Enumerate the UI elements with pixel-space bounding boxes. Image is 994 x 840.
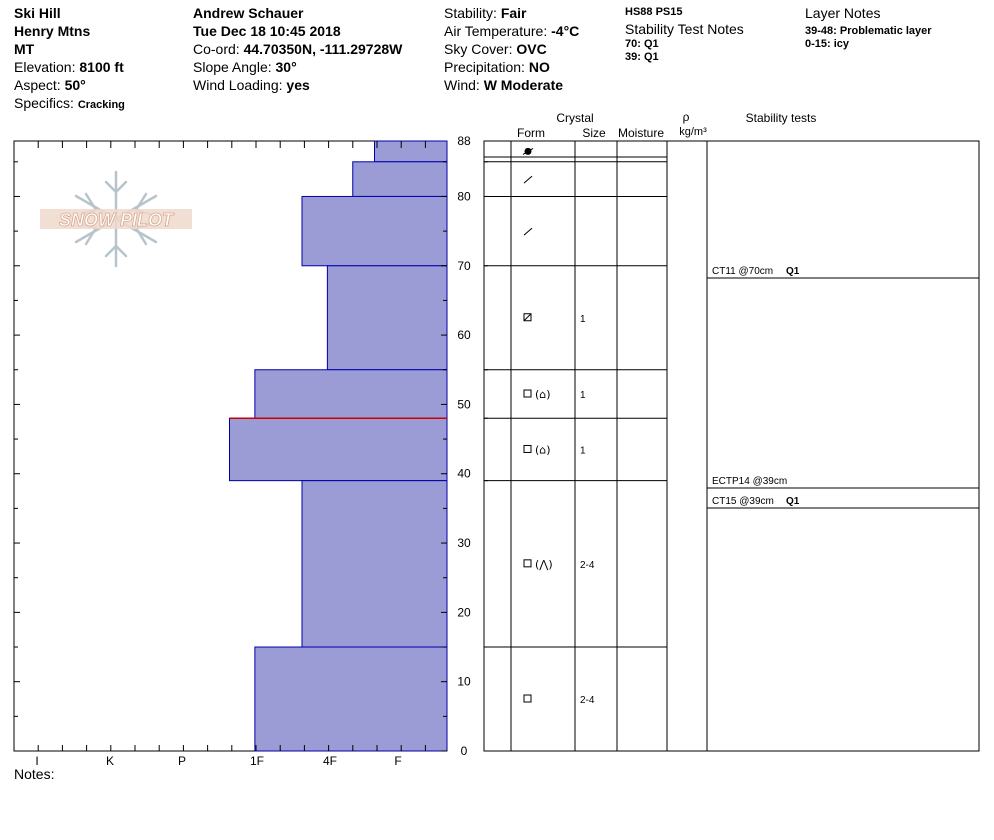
- crystal-form-label: (⌂): [535, 443, 551, 456]
- crystal-form-icon: [523, 559, 532, 568]
- observer-block: Andrew Schauer Tue Dec 18 10:45 2018 Co-…: [193, 4, 402, 94]
- hardness-bar: [352, 161, 448, 197]
- location-name: Ski Hill: [14, 5, 61, 21]
- hardness-tick-label: 4F: [323, 754, 337, 768]
- stability-tests-header: Stability tests: [746, 111, 817, 125]
- coord-value: 44.70350N, -111.29728W: [243, 41, 403, 57]
- hardness-bar: [229, 417, 448, 482]
- height-tick-label: 40: [457, 467, 471, 481]
- crystal-header: Crystal: [556, 111, 593, 125]
- crystal-size: 1: [580, 445, 586, 456]
- logo-text: SNOW PILOT: [59, 210, 175, 230]
- hardness-bar: [301, 195, 448, 267]
- stability-test-label: ECTP14 @39cm: [712, 476, 787, 487]
- hardness-bar: [254, 646, 448, 752]
- stability-test-quality: Q1: [786, 266, 800, 277]
- crystal-form-icon: [522, 147, 534, 155]
- hardness-tick-label: 1F: [250, 754, 264, 768]
- hardness-tick-label: I: [35, 754, 38, 768]
- conditions-block: Stability: Fair Air Temperature: -4°C Sk…: [444, 4, 579, 94]
- stability-value: Fair: [500, 5, 527, 21]
- stability-label: Stability:: [444, 5, 497, 21]
- crystal-size: 2-4: [580, 560, 595, 571]
- slope-value: 30°: [275, 59, 297, 75]
- crystal-form-label: (⋀): [535, 558, 553, 571]
- wind-value: W Moderate: [483, 77, 564, 93]
- hardness-tick-label: P: [178, 754, 186, 768]
- crystal-form-label: (⌂): [535, 388, 551, 401]
- hardness-bar: [301, 480, 448, 648]
- stability-note: 70: Q1: [625, 38, 659, 50]
- elevation-label: Elevation:: [14, 59, 76, 75]
- crystal-size: 2-4: [580, 695, 595, 706]
- hardness-bar: [374, 140, 448, 163]
- layer-note: 0-15: icy: [805, 38, 850, 50]
- height-tick-label: 30: [457, 536, 471, 550]
- observer-name: Andrew Schauer: [193, 5, 304, 21]
- sky-value: OVC: [516, 41, 547, 57]
- wind-loading-label: Wind Loading:: [193, 77, 283, 93]
- snowpilot-logo: SNOW PILOT: [40, 170, 192, 268]
- height-tick-label: 10: [457, 675, 471, 689]
- rho-header: ρ: [683, 110, 690, 124]
- precip-value: NO: [528, 59, 550, 75]
- crystal-size: 1: [580, 314, 586, 325]
- height-tick-label: 50: [457, 397, 471, 411]
- layer-note: 39-48: Problematic layer: [805, 25, 932, 37]
- snow-profile-chart: Crystal Form Size Moisture ρ kg/m³ Stabi…: [13, 110, 980, 768]
- crystal-form-icon: [523, 313, 532, 322]
- hardness-bar: [254, 369, 448, 419]
- height-tick-label: 70: [457, 259, 471, 273]
- stability-test-quality: Q1: [786, 496, 800, 507]
- crystal-form-icon: [523, 389, 532, 398]
- coord-label: Co-ord:: [193, 41, 240, 57]
- form-header: Form: [517, 126, 545, 140]
- height-tick-label: 80: [457, 189, 471, 203]
- specifics-value: Cracking: [77, 99, 125, 111]
- stability-note: 39: Q1: [625, 51, 659, 63]
- precip-label: Precipitation:: [444, 59, 525, 75]
- density-unit-header: kg/m³: [679, 126, 707, 138]
- wind-loading-value: yes: [286, 77, 310, 93]
- stability-notes-block: HS88 PS15 Stability Test Notes 70: Q1 39…: [625, 4, 744, 64]
- location-block: Ski Hill Henry Mtns MT Elevation: 8100 f…: [14, 4, 125, 114]
- elevation-value: 8100 ft: [79, 59, 124, 75]
- range-name: Henry Mtns: [14, 23, 91, 39]
- air-temp-label: Air Temperature:: [444, 23, 548, 39]
- height-tick-label: 20: [457, 605, 471, 619]
- hardness-bar: [326, 265, 448, 371]
- aspect-value: 50°: [64, 77, 86, 93]
- slope-label: Slope Angle:: [193, 59, 272, 75]
- obs-datetime: Tue Dec 18 10:45 2018: [193, 23, 341, 39]
- sky-label: Sky Cover:: [444, 41, 513, 57]
- height-tick-label: 0: [461, 744, 468, 758]
- hardness-tick-label: K: [106, 754, 114, 768]
- notes-label: Notes:: [14, 766, 55, 782]
- hs-ps: HS88 PS15: [625, 6, 683, 18]
- height-tick-label: 88: [457, 134, 471, 148]
- aspect-label: Aspect:: [14, 77, 61, 93]
- stability-notes-title: Stability Test Notes: [625, 21, 744, 37]
- crystal-form-icon: [523, 694, 532, 703]
- crystal-size: 1: [580, 390, 586, 401]
- layer-notes-title: Layer Notes: [805, 5, 881, 21]
- moisture-header: Moisture: [618, 126, 664, 140]
- specifics-label: Specifics:: [14, 95, 74, 111]
- height-tick-label: 60: [457, 328, 471, 342]
- air-temp-value: -4°C: [551, 23, 580, 39]
- hardness-tick-label: F: [394, 754, 401, 768]
- state-name: MT: [14, 41, 35, 57]
- table-frame: [483, 140, 980, 752]
- layer-notes-block: Layer Notes 39-48: Problematic layer 0-1…: [805, 4, 932, 51]
- size-header: Size: [582, 126, 606, 140]
- crystal-form-icon: [523, 444, 532, 453]
- stability-test-label: CT11 @70cm: [712, 266, 773, 277]
- crystal-form-icon: [523, 227, 533, 236]
- wind-label: Wind:: [444, 77, 480, 93]
- stability-test-label: CT15 @39cm: [712, 496, 774, 507]
- crystal-form-icon: [523, 175, 533, 184]
